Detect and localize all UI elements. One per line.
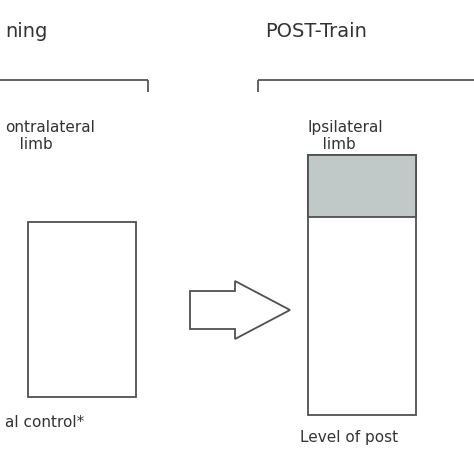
Text: POST-Train: POST-Train [265, 22, 367, 41]
Text: ontralateral
   limb: ontralateral limb [5, 120, 95, 153]
Text: al control*: al control* [5, 415, 84, 430]
Text: ning: ning [5, 22, 47, 41]
Text: Level of post: Level of post [300, 430, 398, 445]
Polygon shape [190, 281, 290, 339]
Bar [308, 155, 416, 415]
Text: Ipsilateral
   limb: Ipsilateral limb [308, 120, 383, 153]
Bar [308, 155, 416, 217]
Bar [28, 222, 136, 397]
